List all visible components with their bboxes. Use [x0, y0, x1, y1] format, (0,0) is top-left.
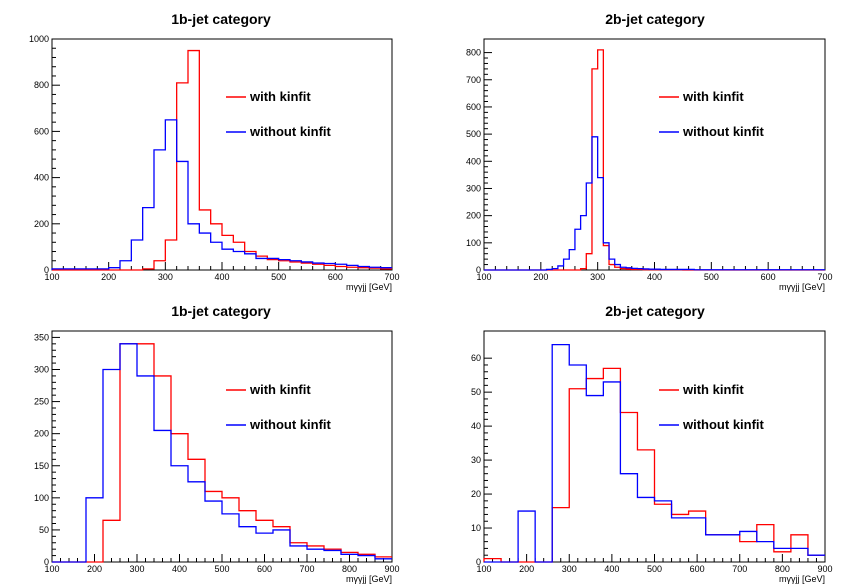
x-axis-label: mγγjj [GeV] — [779, 282, 825, 292]
y-tick-label: 40 — [471, 421, 481, 431]
x-tick-label: 200 — [87, 564, 102, 574]
y-tick-label: 0 — [44, 557, 49, 567]
y-tick-label: 30 — [471, 455, 481, 465]
x-tick-label: 300 — [129, 564, 144, 574]
y-tick-label: 20 — [471, 489, 481, 499]
x-tick-label: 600 — [257, 564, 272, 574]
y-tick-label: 10 — [471, 523, 481, 533]
panel-title: 2b-jet category — [605, 303, 705, 319]
histogram-with-kinfit — [52, 49, 392, 271]
histogram-without-kinfit — [52, 343, 392, 563]
y-tick-label: 0 — [476, 557, 481, 567]
y-tick-label: 400 — [34, 173, 49, 183]
x-tick-label: 700 — [384, 272, 399, 282]
y-tick-label: 600 — [466, 102, 481, 112]
x-tick-label: 700 — [817, 272, 832, 282]
y-tick-label: 300 — [34, 365, 49, 375]
x-tick-label: 300 — [590, 272, 605, 282]
y-tick-label: 200 — [34, 429, 49, 439]
y-tick-label: 200 — [34, 219, 49, 229]
y-tick-label: 150 — [34, 461, 49, 471]
x-tick-label: 300 — [158, 272, 173, 282]
x-tick-label: 100 — [44, 564, 59, 574]
y-tick-label: 60 — [471, 353, 481, 363]
y-tick-label: 0 — [44, 265, 49, 275]
y-tick-label: 300 — [466, 183, 481, 193]
x-tick-label: 600 — [328, 272, 343, 282]
x-tick-label: 100 — [476, 564, 491, 574]
x-tick-label: 800 — [342, 564, 357, 574]
x-axis-label: mγγjj [GeV] — [346, 282, 392, 292]
x-tick-label: 400 — [647, 272, 662, 282]
panel-2b-jet-top: 2b-jet category 010020030040050060070080… — [466, 11, 833, 292]
panel-1b-jet-top: 1b-jet category 0 200 400 600 800 1000 100 200 3… — [29, 11, 400, 292]
legend-label: without kinfit — [682, 124, 765, 139]
y-tick-label: 500 — [466, 129, 481, 139]
x-tick-label: 900 — [384, 564, 399, 574]
y-tick-label: 0 — [476, 265, 481, 275]
y-tick-label: 100 — [34, 493, 49, 503]
x-tick-label: 500 — [704, 272, 719, 282]
legend-label: with kinfit — [682, 89, 744, 104]
x-tick-label: 100 — [476, 272, 491, 282]
y-tick-label: 250 — [34, 397, 49, 407]
x-tick-label: 200 — [533, 272, 548, 282]
y-tick-label: 400 — [466, 156, 481, 166]
x-tick-label: 500 — [214, 564, 229, 574]
histogram-with-kinfit — [484, 49, 825, 271]
x-tick-label: 700 — [299, 564, 314, 574]
x-tick-label: 500 — [271, 272, 286, 282]
panel-title: 1b-jet category — [171, 11, 271, 27]
x-axis-label: mγγjj [GeV] — [346, 574, 392, 584]
legend-label: with kinfit — [249, 89, 311, 104]
x-tick-label: 500 — [647, 564, 662, 574]
legend-label: without kinfit — [249, 124, 332, 139]
x-tick-label: 600 — [761, 272, 776, 282]
legend-label: with kinfit — [249, 382, 311, 397]
y-tick-label: 700 — [466, 75, 481, 85]
x-tick-label: 800 — [775, 564, 790, 574]
histogram-without-kinfit — [484, 343, 825, 563]
x-axis-label: mγγjj [GeV] — [779, 574, 825, 584]
x-tick-label: 900 — [817, 564, 832, 574]
y-tick-label: 800 — [466, 48, 481, 58]
y-tick-label: 50 — [471, 387, 481, 397]
panel-2b-jet-bottom: 2b-jet category 0 10 20 30 40 50 60 100 200 300 40… — [471, 303, 833, 584]
x-tick-label: 100 — [44, 272, 59, 282]
legend-label: without kinfit — [682, 417, 765, 432]
x-tick-label: 200 — [101, 272, 116, 282]
panel-title: 2b-jet category — [605, 11, 705, 27]
legend-label: with kinfit — [682, 382, 744, 397]
y-tick-label: 1000 — [29, 34, 49, 44]
x-tick-label: 600 — [690, 564, 705, 574]
panel-title: 1b-jet category — [171, 303, 271, 319]
y-tick-label: 200 — [466, 211, 481, 221]
x-tick-label: 200 — [519, 564, 534, 574]
y-tick-label: 100 — [466, 238, 481, 248]
y-tick-label: 600 — [34, 126, 49, 136]
histogram-without-kinfit — [51, 119, 392, 270]
x-tick-label: 300 — [562, 564, 577, 574]
y-tick-label: 800 — [34, 80, 49, 90]
y-tick-label: 50 — [39, 525, 49, 535]
legend-label: without kinfit — [249, 417, 332, 432]
x-tick-label: 400 — [604, 564, 619, 574]
x-tick-label: 400 — [172, 564, 187, 574]
x-tick-label: 700 — [732, 564, 747, 574]
y-tick-label: 350 — [34, 332, 49, 342]
x-tick-label: 400 — [214, 272, 229, 282]
panel-1b-jet-bottom: 1b-jet category 0 50 100 150 200 250 300 350 100… — [34, 303, 400, 584]
histogram-without-kinfit — [484, 136, 825, 271]
plot-frame — [483, 38, 826, 271]
